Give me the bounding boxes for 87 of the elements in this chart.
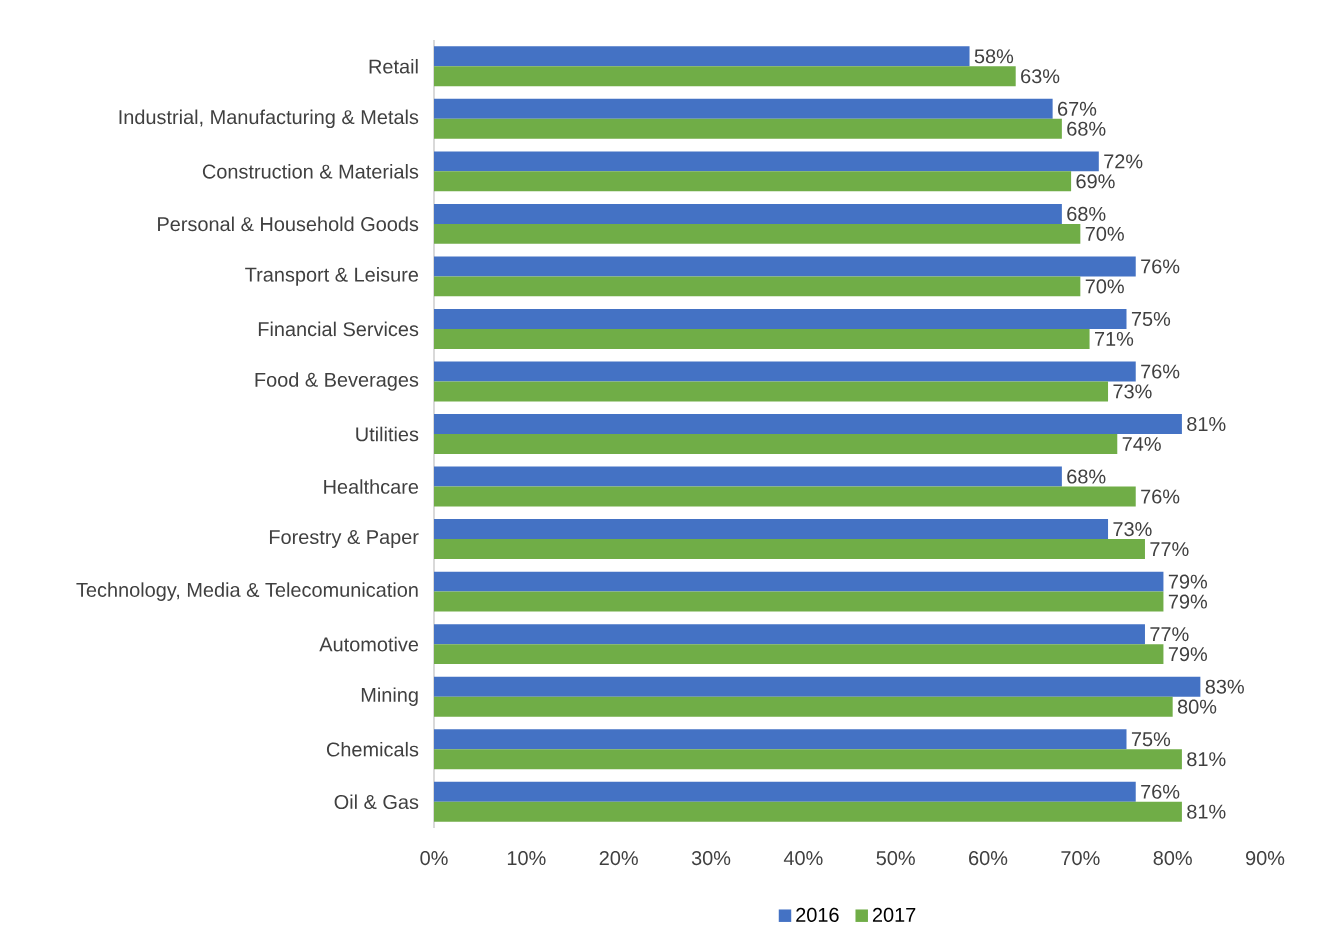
data-label: 79% xyxy=(1168,574,1208,589)
legend-label: 2016 xyxy=(796,907,839,922)
y-tick-label: Transport & Leisure xyxy=(245,267,419,286)
y-tick-label: Utilities xyxy=(356,426,419,442)
data-label: 75% xyxy=(1131,311,1171,326)
bar xyxy=(434,308,1127,329)
legend-label: 2017 xyxy=(872,907,916,922)
x-tick-label: 0% xyxy=(420,851,448,866)
bar xyxy=(434,361,1136,382)
data-label: 63% xyxy=(1021,69,1060,84)
x-tick-label: 20% xyxy=(599,851,638,866)
y-tick-label: Industrial, Manufacturing & Metals xyxy=(119,109,419,129)
y-tick-label: Oil & Gas xyxy=(334,794,419,810)
x-tick-label: 60% xyxy=(969,851,1008,866)
bar xyxy=(434,256,1136,277)
bar xyxy=(434,644,1164,665)
bar xyxy=(434,486,1136,507)
bar xyxy=(434,434,1118,454)
data-label: 76% xyxy=(1141,489,1180,504)
bar xyxy=(434,676,1201,697)
bar xyxy=(434,696,1173,717)
data-label: 75% xyxy=(1131,732,1171,747)
x-tick-label: 50% xyxy=(876,851,915,866)
data-label: 79% xyxy=(1168,647,1208,662)
data-label: 68% xyxy=(1067,206,1106,221)
bar xyxy=(434,98,1053,119)
data-label: 77% xyxy=(1150,542,1189,557)
data-label: 74% xyxy=(1122,437,1161,451)
bar xyxy=(434,749,1182,770)
data-label: 73% xyxy=(1113,522,1152,537)
data-label: 76% xyxy=(1141,364,1180,379)
data-label: 69% xyxy=(1076,174,1115,189)
bar xyxy=(434,729,1127,750)
data-label: 73% xyxy=(1113,384,1152,399)
data-label: 67% xyxy=(1058,101,1097,116)
data-label: 77% xyxy=(1150,627,1189,642)
y-tick-label: Retail xyxy=(369,58,418,74)
data-label: 80% xyxy=(1177,699,1217,714)
y-tick-label: Chemicals xyxy=(326,741,419,757)
y-tick-label: Personal & Household Goods xyxy=(158,216,419,232)
bar xyxy=(434,466,1062,487)
bar xyxy=(434,46,970,67)
bar xyxy=(434,171,1072,192)
bar xyxy=(434,571,1164,592)
y-tick-label: Automotive xyxy=(319,636,419,652)
bar xyxy=(434,66,1016,87)
data-label: 76% xyxy=(1141,784,1180,799)
data-label: 68% xyxy=(1067,469,1106,484)
data-label: 58% xyxy=(974,49,1014,64)
bar xyxy=(434,118,1062,139)
data-label: 81% xyxy=(1187,416,1226,432)
x-tick-label: 10% xyxy=(507,851,546,866)
bar xyxy=(434,414,1182,435)
data-label: 76% xyxy=(1141,259,1180,274)
y-tick-label: Mining xyxy=(361,687,418,706)
data-label: 70% xyxy=(1085,226,1124,241)
bar xyxy=(434,328,1090,349)
bar xyxy=(434,781,1136,802)
x-tick-label: 40% xyxy=(783,851,823,866)
x-tick-label: 90% xyxy=(1246,851,1285,866)
data-label: 79% xyxy=(1168,594,1208,609)
data-label: 81% xyxy=(1187,804,1226,819)
bar xyxy=(434,539,1145,560)
bar xyxy=(434,151,1099,172)
x-tick-label: 30% xyxy=(691,851,731,866)
data-label: 70% xyxy=(1085,279,1124,294)
bar xyxy=(434,276,1081,297)
bar xyxy=(434,591,1164,612)
x-tick-label: 80% xyxy=(1153,851,1192,866)
y-tick-label: Financial Services xyxy=(258,321,419,337)
data-label: 83% xyxy=(1205,679,1244,694)
bar xyxy=(434,381,1109,402)
bar xyxy=(434,624,1145,645)
bar xyxy=(434,203,1062,224)
data-label: 68% xyxy=(1067,121,1106,136)
x-tick-label: 70% xyxy=(1061,851,1100,866)
bar xyxy=(434,519,1109,540)
y-tick-label: Technology, Media & Telecomunication xyxy=(76,582,418,601)
data-label: 81% xyxy=(1187,752,1226,767)
y-tick-label: Food & Beverages xyxy=(255,372,419,391)
bar xyxy=(434,223,1081,244)
data-label: 72% xyxy=(1104,154,1143,169)
y-tick-label: Healthcare xyxy=(324,479,419,494)
y-tick-label: Construction & Materials xyxy=(202,164,419,179)
y-tick-label: Forestry & Paper xyxy=(269,530,419,549)
bar xyxy=(434,801,1182,822)
data-label: 71% xyxy=(1095,331,1134,346)
